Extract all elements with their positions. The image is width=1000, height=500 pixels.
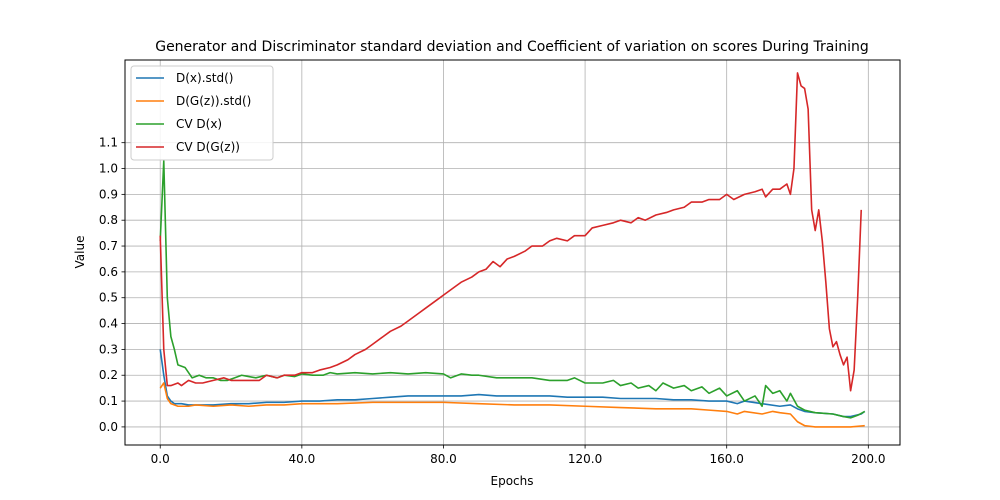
x-axis-label: Epochs [491,474,534,488]
x-tick-label: 0.0 [151,452,170,466]
y-tick-label: 0.1 [99,394,118,408]
legend-label: D(G(z)).std() [176,94,251,108]
y-tick-label: 0.4 [99,317,118,331]
y-tick-label: 0.5 [99,291,118,305]
series-layer [159,72,866,428]
y-tick-label: 0.0 [99,420,118,434]
grid [125,60,900,445]
y-tick-label: 1.0 [99,162,118,176]
y-tick-label: 0.7 [99,239,118,253]
series-line-0 [159,349,866,418]
y-tick-label: 0.3 [99,342,118,356]
y-tick-label: 0.2 [99,368,118,382]
plot-frame [124,59,901,446]
y-axis: 0.0 0.1 0.2 0.3 0.4 0.5 0.6 0.7 0.8 0.9 1.0 1.1 [99,136,125,434]
legend-label: CV D(G(z)) [176,140,240,154]
series-line-1 [159,382,865,428]
y-tick-label: 0.9 [99,187,118,201]
x-tick-label: 80.0 [430,452,457,466]
series-line-3 [159,72,863,392]
x-tick-label: 200.0 [851,452,885,466]
y-tick-label: 0.8 [99,213,118,227]
x-tick-label: 40.0 [288,452,315,466]
series-line-2 [159,159,866,419]
y-tick-label: 0.6 [99,265,118,279]
x-tick-label: 160.0 [710,452,744,466]
x-axis: 0.0 40.0 80.0 120.0 160.0 200.0 [151,445,885,466]
chart-title: Generator and Discriminator standard dev… [155,39,869,55]
y-tick-label: 1.1 [99,136,118,150]
legend-label: D(x).std() [176,71,233,85]
legend-box [130,65,274,161]
x-tick-label: 120.0 [568,452,602,466]
y-axis-label: Value [73,236,87,269]
legend-label: CV D(x) [176,117,222,131]
legend: D(x).std() D(G(z)).std() CV D(x) CV D(G(z)) [130,65,274,161]
